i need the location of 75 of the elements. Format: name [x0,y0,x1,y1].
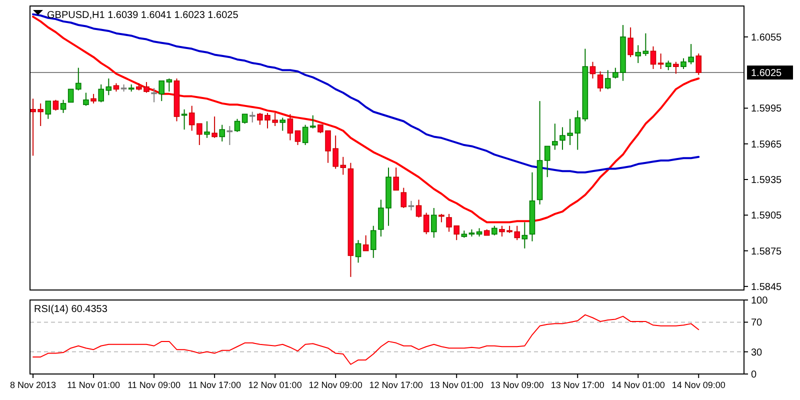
x-tick-label: 14 Nov 09:00 [672,380,726,390]
candlestick [362,234,369,252]
candlestick [234,118,240,132]
x-tick-label: 11 Nov 09:00 [128,380,180,390]
line-series [32,314,700,365]
x-tick-label: 11 Nov 17:00 [188,380,241,390]
candlestick [552,123,558,150]
candlestick [522,222,528,249]
candlestick [219,124,226,142]
y-tick-label: 1.6055 [751,32,782,44]
candlestick [370,225,376,258]
y-tick-label: 70 [751,318,763,329]
y-tick-label: 1.5995 [751,104,782,115]
x-tick-label: 13 Nov 17:00 [550,380,604,390]
candlestick [544,146,550,178]
candlestick [242,114,248,124]
candlestick [158,80,165,102]
candlestick [628,26,634,58]
y-tick-label: 30 [751,347,763,358]
candlestick [280,117,286,132]
candlestick [430,208,437,238]
candlestick [590,61,596,79]
candlestick [98,84,104,103]
candlestick [492,225,498,236]
candlestick [249,111,256,123]
y-tick-label: 1.5965 [751,139,782,150]
candlestick [68,88,74,103]
ref-line-label: 1.6025 [751,68,782,80]
x-tick-label: 13 Nov 09:00 [490,380,544,390]
candlestick [45,100,52,120]
candlestick [665,60,672,71]
candlestick [355,240,362,264]
candlestick [400,187,407,209]
chart-title: GBPUSD,H1 1.6039 1.6041 1.6023 1.6025 [47,10,239,21]
candlestick [204,120,210,138]
chart-title: RSI(14) 60.4353 [34,304,108,315]
x-tick-label: 11 Nov 01:00 [67,380,120,390]
candlestick [60,99,66,114]
candlestick [416,199,422,218]
candlestick [673,61,679,74]
candlestick [76,67,82,91]
y-tick-label: 1.5905 [751,210,782,222]
x-tick-label: 12 Nov 01:00 [248,380,302,390]
candlestick [181,108,188,130]
candlestick [106,78,112,96]
candlestick [408,200,414,211]
x-tick-label: 13 Nov 01:00 [430,380,484,390]
x-tick-label: 12 Nov 17:00 [369,380,423,390]
candlestick [83,92,89,106]
candlestick [635,44,642,64]
candlestick [650,46,656,70]
candlestick [212,116,218,138]
x-tick-label: 8 Nov 2013 [10,380,56,390]
candlestick [642,32,649,56]
candlestick [597,70,604,92]
candlestick [310,114,316,129]
candlestick [90,93,96,104]
candlestick [393,167,399,191]
y-tick-label: 100 [751,296,768,306]
y-tick-label: 1.5845 [751,282,782,293]
x-tick-label: 12 Nov 09:00 [308,380,362,390]
y-tick-label: 0 [751,370,757,380]
y-tick-label: 1.5875 [751,246,782,258]
candlestick [302,124,308,146]
candlestick [658,53,664,70]
candlestick [696,53,702,76]
x-tick-label: 14 Nov 01:00 [611,380,665,390]
y-tick-label: 1.5935 [751,174,782,186]
candlestick [151,87,157,103]
candlestick [287,114,294,141]
candlestick [166,78,172,92]
candlestick [294,130,301,146]
candlestick [604,70,611,90]
candlestick [52,99,59,112]
candlestick [423,212,430,235]
